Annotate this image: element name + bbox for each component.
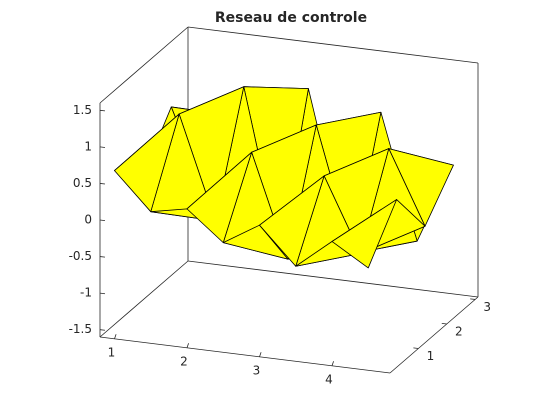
z-tick [99,219,106,221]
chart-title: Reseau de controle [215,10,367,26]
surface-facet [259,175,325,267]
y-tick [413,347,419,349]
x-tick-label: 1 [108,345,116,359]
surface-facet [222,224,289,260]
z-tick-label: -1.5 [69,322,92,336]
y-tick [470,298,476,300]
z-tick [99,109,106,112]
x-tick-label: 3 [253,363,261,377]
x-tick [331,361,334,366]
x-axis [99,336,391,374]
z-tick [99,256,106,258]
z-tick [99,183,106,185]
z-tick-label: -1 [80,286,92,300]
z-tick-label: 0.5 [73,176,92,190]
y-tick-label: 1 [427,349,435,363]
z-tick-label: 0 [84,213,92,227]
surface-facet [114,113,180,213]
z-tick [99,329,106,331]
axis-edge [187,26,479,64]
y-tick-label: 3 [483,300,491,314]
x-tick [186,343,189,348]
z-tick [99,146,106,148]
x-tick [259,352,262,357]
z-tick-label: 1.5 [73,103,92,117]
x-tick-label: 2 [180,354,188,368]
z-tick-label: -0.5 [69,249,92,263]
axis-edge [99,26,189,104]
z-tick-label: 1 [84,139,92,153]
y-axis [389,296,479,374]
y-tick-label: 2 [455,324,463,338]
z-tick [99,292,106,295]
y-tick [441,322,447,325]
surface-facet [331,199,398,269]
axis-edge [99,260,189,338]
x-tick [114,334,117,339]
surface-facet [186,151,253,244]
x-tick-label: 4 [325,372,333,386]
axis-edge [187,260,479,298]
